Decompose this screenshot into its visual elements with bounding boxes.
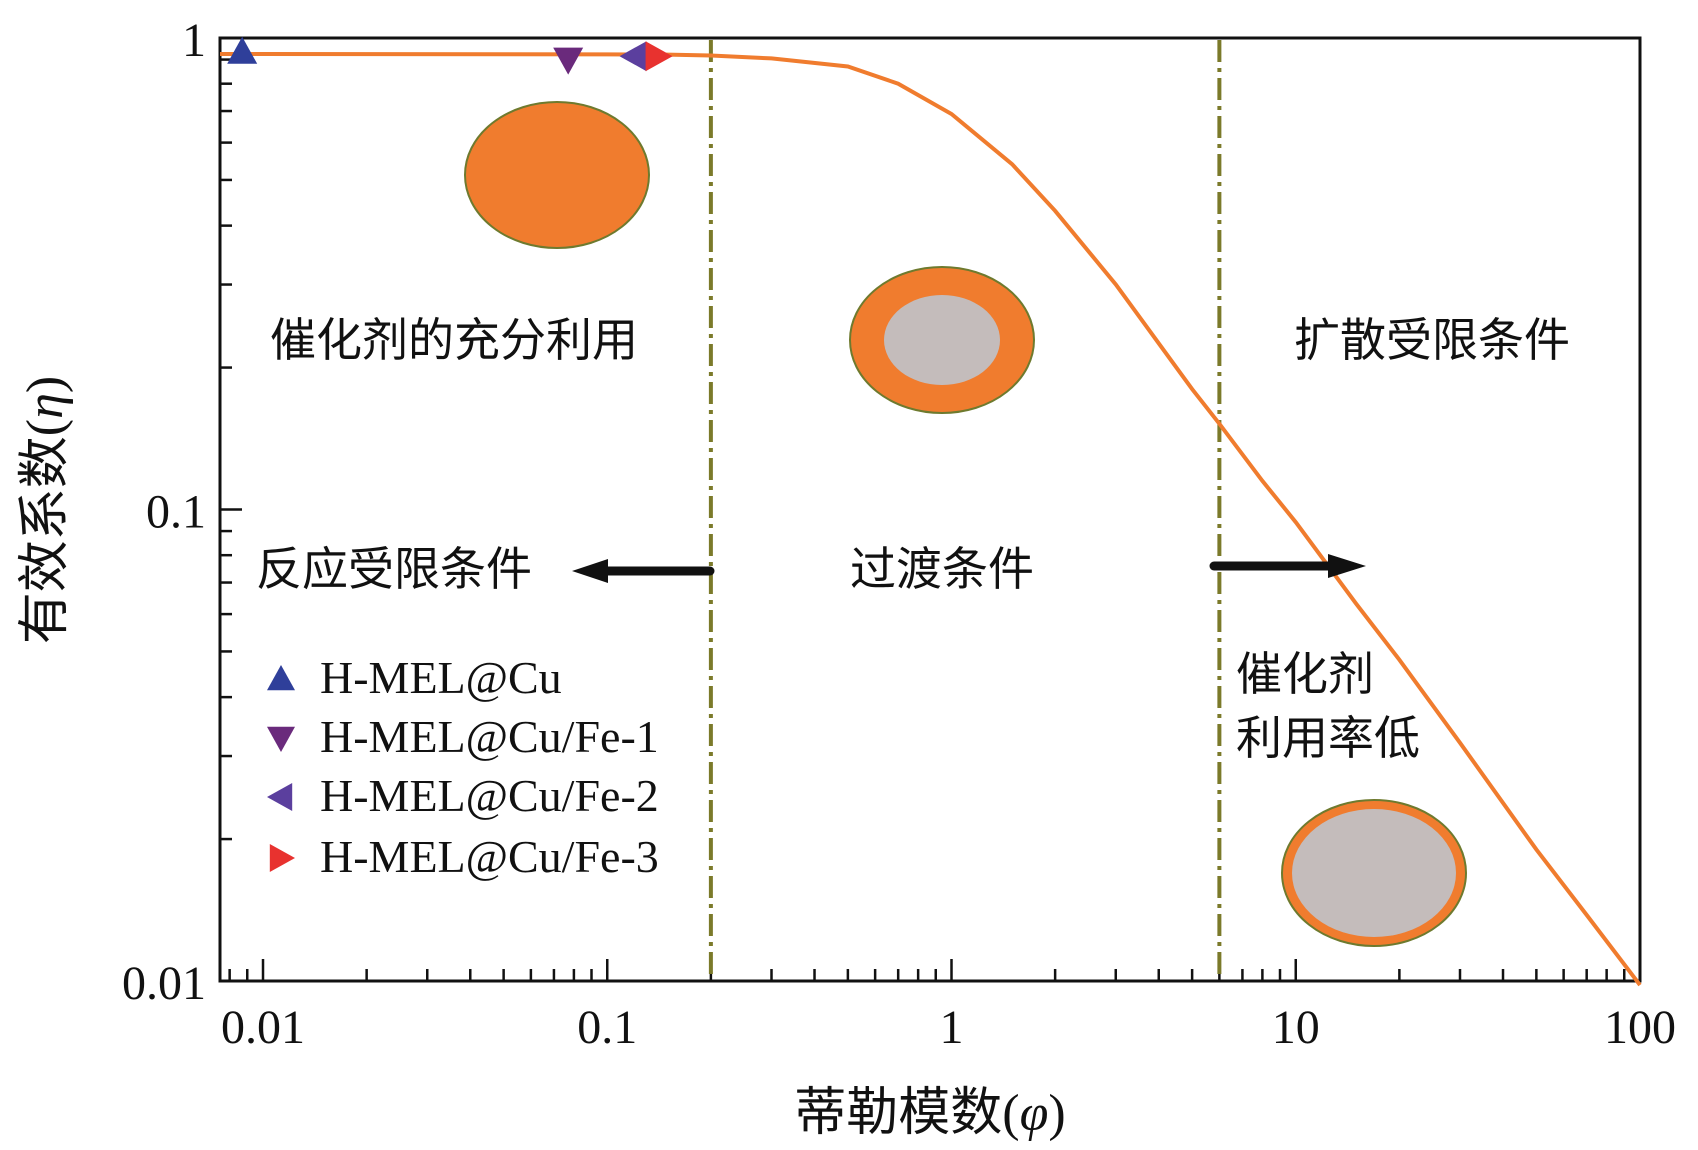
x-tick-label: 10	[1272, 1001, 1320, 1054]
particle-full-icon	[464, 101, 650, 249]
arrow-right-icon	[1209, 554, 1366, 578]
particle-transition-icon	[849, 266, 1035, 414]
particle-low-utilization-icon	[1281, 799, 1467, 947]
legend-marker	[267, 665, 295, 691]
data-point	[645, 41, 673, 72]
x-axis: 0.01 0.1 1 10 100	[221, 959, 1676, 1054]
legend-label: H-MEL@Cu/Fe-1	[320, 711, 659, 762]
x-tick-label: 0.1	[577, 1001, 637, 1054]
x-tick-label: 0.01	[221, 1001, 305, 1054]
legend-marker	[269, 844, 295, 872]
annotation-low-utilization-1: 催化剂	[1236, 649, 1374, 700]
arrow-left-icon	[572, 559, 715, 583]
annotation-transition: 过渡条件	[850, 544, 1034, 595]
annotation-low-utilization-2: 利用率低	[1236, 713, 1420, 764]
y-axis-title: 有效系数(η)	[17, 376, 74, 644]
x-tick-label: 1	[940, 1001, 964, 1054]
data-markers	[227, 36, 673, 75]
legend-label: H-MEL@Cu/Fe-3	[320, 831, 659, 882]
y-tick-label: 0.01	[122, 957, 206, 1010]
legend-label: H-MEL@Cu	[320, 652, 562, 703]
data-point	[619, 41, 647, 72]
legend: H-MEL@Cu H-MEL@Cu/Fe-1 H-MEL@Cu/Fe-2 H-MEL@…	[267, 652, 659, 882]
annotation-full-utilization: 催化剂的充分利用	[270, 315, 638, 366]
x-tick-label: 100	[1604, 1001, 1676, 1054]
x-axis-title: 蒂勒模数(φ)	[794, 1085, 1065, 1142]
data-point	[227, 36, 258, 64]
annotation-diffusion-limited: 扩散受限条件	[1294, 315, 1570, 366]
legend-marker	[267, 783, 293, 811]
y-tick-label: 1	[182, 14, 206, 67]
annotation-reaction-limited: 反应受限条件	[256, 544, 532, 595]
y-minor-ticks	[220, 58, 232, 841]
legend-marker	[267, 726, 295, 752]
x-minor-ticks	[228, 969, 1626, 981]
y-axis: 0.01 0.1 1	[122, 14, 242, 1010]
legend-label: H-MEL@Cu/Fe-2	[320, 770, 659, 821]
y-tick-label: 0.1	[146, 486, 206, 539]
data-point	[553, 47, 584, 75]
